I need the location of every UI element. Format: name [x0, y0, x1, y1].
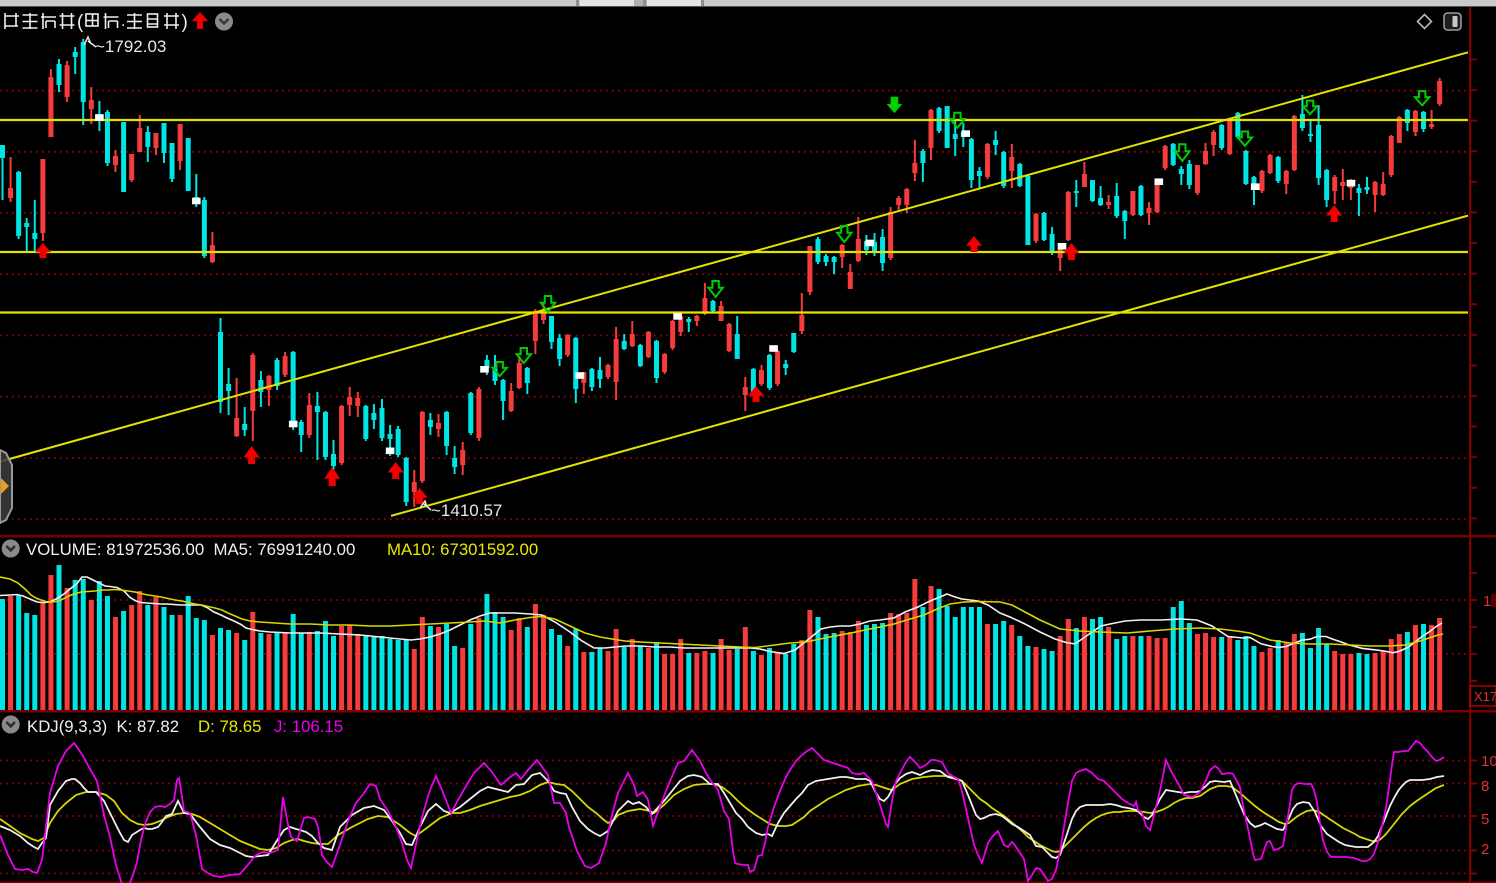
svg-text:~1792.03: ~1792.03 — [95, 37, 166, 56]
svg-text:.: . — [121, 13, 125, 30]
svg-text:D: 78.65: D: 78.65 — [198, 717, 261, 736]
svg-text:(: ( — [77, 12, 84, 33]
svg-text:~1410.57: ~1410.57 — [431, 501, 502, 520]
svg-text:MA10: 67301592.00: MA10: 67301592.00 — [387, 540, 538, 559]
svg-text:KDJ(9,3,3) K: 87.82: KDJ(9,3,3) K: 87.82 — [27, 717, 179, 736]
svg-text:X17: X17 — [1474, 689, 1496, 704]
svg-text:8: 8 — [1481, 778, 1489, 795]
svg-text:J: 106.15: J: 106.15 — [274, 717, 343, 736]
svg-text:VOLUME: 81972536.00 MA5: 7699: VOLUME: 81972536.00 MA5: 76991240.00 — [26, 540, 355, 559]
svg-text:5: 5 — [1481, 811, 1489, 828]
svg-text:10: 10 — [1481, 753, 1496, 770]
svg-text:1: 1 — [1483, 593, 1491, 610]
svg-text:): ) — [182, 12, 188, 33]
svg-text:2: 2 — [1481, 841, 1489, 858]
